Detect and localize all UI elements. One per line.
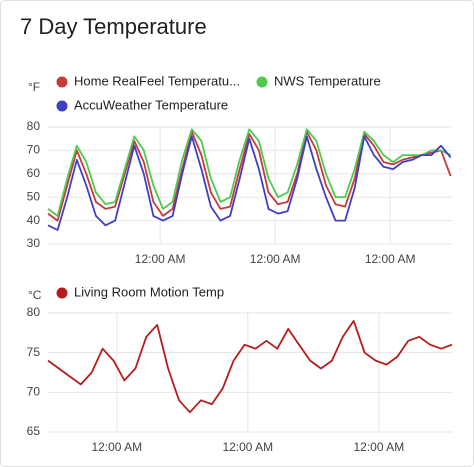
card-title: 7 Day Temperature [20, 14, 207, 39]
x-tick-label: 12:00 AM [353, 440, 404, 454]
x-tick-label: 12:00 AM [250, 252, 301, 266]
series-line [47, 130, 452, 222]
y-tick-label: 65 [27, 424, 41, 438]
y-tick-label: 70 [27, 143, 41, 157]
unit-label: °C [28, 288, 42, 302]
legend-marker [256, 76, 268, 88]
legend-label: Living Room Motion Temp [74, 284, 224, 299]
legend-marker [56, 76, 68, 88]
x-tick-label: 12:00 AM [222, 440, 273, 454]
unit-label: °F [28, 80, 40, 94]
x-tick-label: 12:00 AM [91, 440, 142, 454]
y-tick-label: 40 [27, 213, 41, 227]
y-tick-label: 50 [27, 189, 41, 203]
x-tick-label: 12:00 AM [365, 252, 416, 266]
legend-label: AccuWeather Temperature [74, 97, 228, 112]
y-tick-label: 80 [27, 305, 41, 319]
y-tick-label: 80 [27, 119, 41, 133]
series-line [47, 320, 453, 414]
series-line [47, 128, 451, 217]
y-tick-label: 70 [27, 385, 41, 399]
series-line [47, 135, 452, 231]
y-tick-label: 60 [27, 166, 41, 180]
y-tick-label: 75 [27, 345, 41, 359]
legend-marker [56, 287, 68, 299]
y-tick-label: 30 [27, 236, 41, 250]
legend-marker [56, 100, 68, 112]
legend-label: Home RealFeel Temperatu... [74, 73, 240, 88]
legend-label: NWS Temperature [274, 73, 381, 88]
x-tick-label: 12:00 AM [135, 252, 186, 266]
